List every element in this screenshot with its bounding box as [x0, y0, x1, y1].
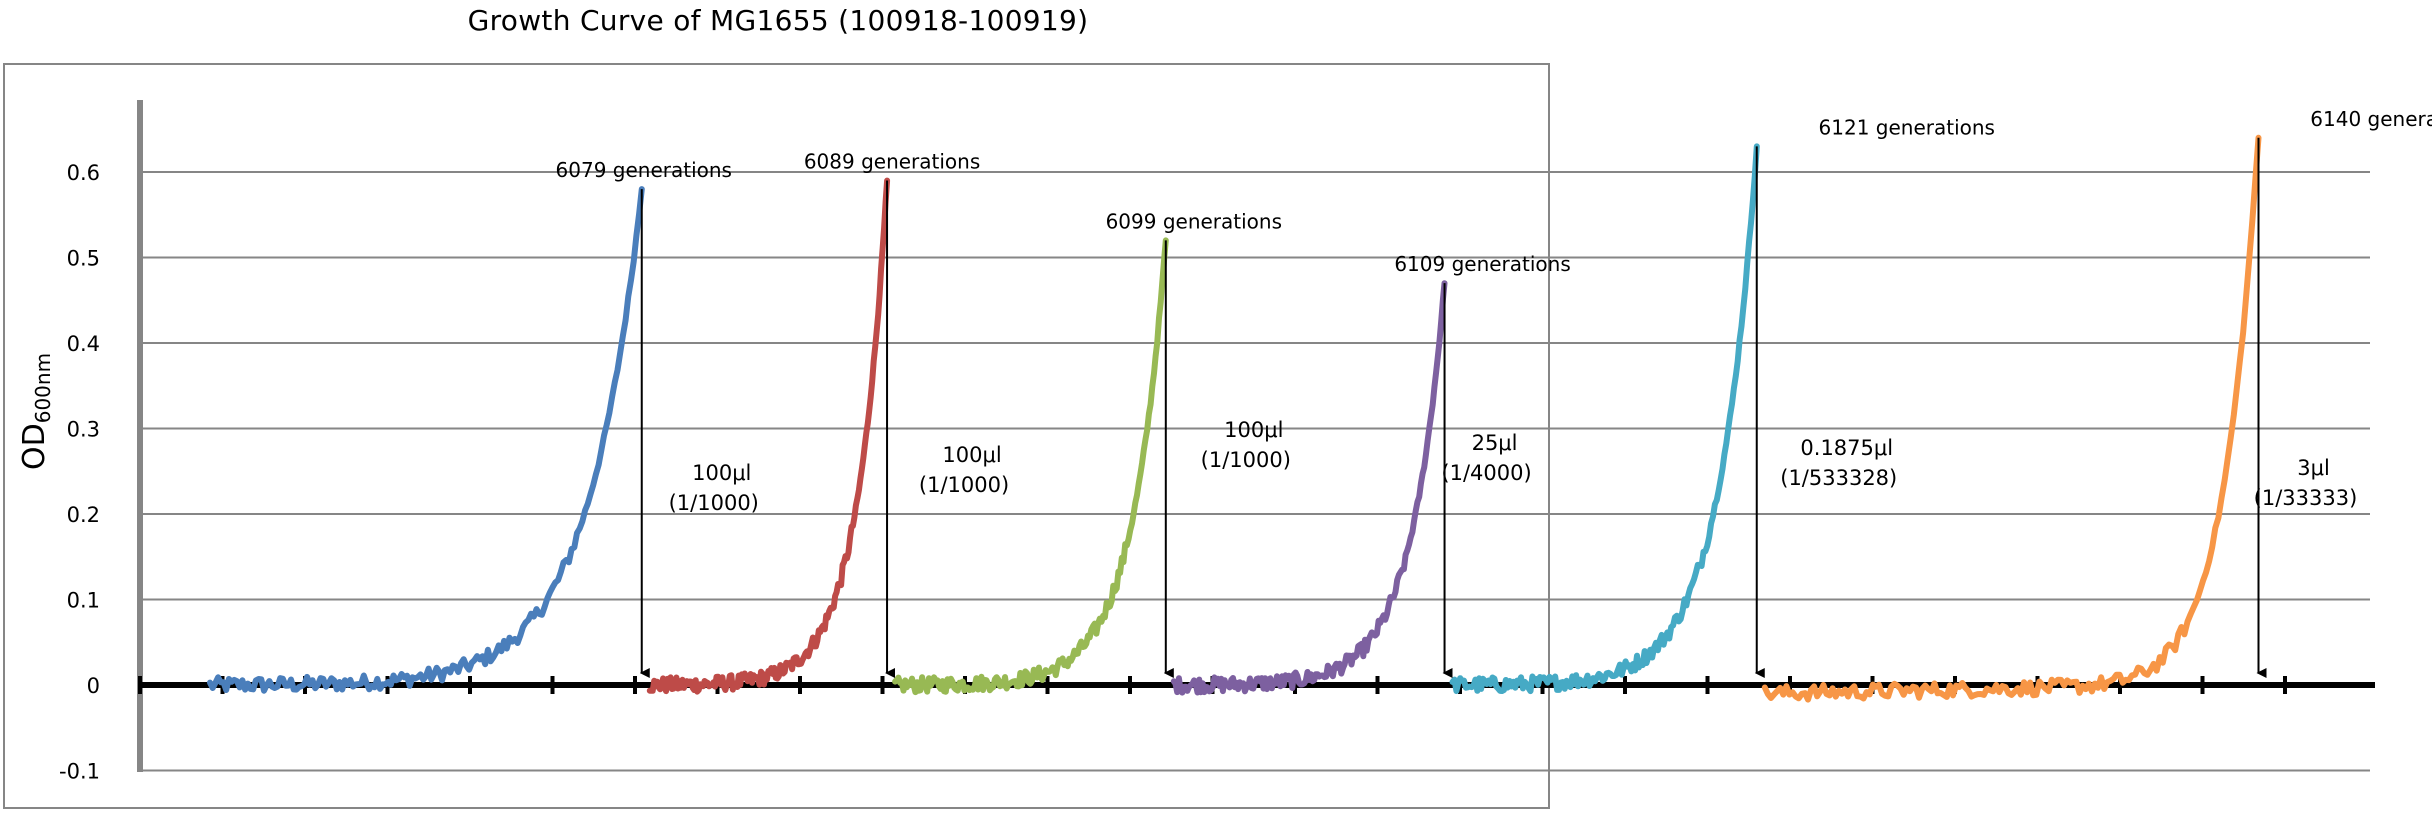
generations-label-3: 6099 generations	[1106, 209, 1282, 233]
dilution-volume-6: 3μl	[2297, 456, 2330, 480]
generations-label-5: 6121 generations	[1819, 115, 1995, 139]
y-axis-label-subscript: 600nm	[31, 353, 55, 423]
data-series	[207, 134, 2262, 703]
dilution-ratio-4: (1/4000)	[1441, 461, 1531, 485]
dilution-volume-3: 100μl	[1224, 418, 1283, 442]
y-tick-label: 0.6	[67, 161, 100, 185]
generations-label-2: 6089 generations	[804, 150, 980, 174]
y-tick-label: 0	[87, 674, 100, 698]
dilution-volume-1: 100μl	[692, 461, 751, 485]
y-tick-label: -0.1	[59, 760, 100, 784]
y-tick-label: 0.5	[67, 247, 100, 271]
dilution-volume-5: 0.1875μl	[1800, 436, 1893, 460]
chart-title: Growth Curve of MG1655 (100918-100919)	[467, 4, 1089, 37]
dilution-ratio-6: (1/33333)	[2254, 486, 2358, 510]
y-tick-label: 0.1	[67, 589, 100, 613]
generations-label-4: 6109 generations	[1394, 252, 1570, 276]
series-line-1	[207, 186, 645, 694]
generations-label-1: 6079 generations	[556, 158, 732, 182]
series-line-4	[1170, 280, 1448, 696]
y-tick-label: 0.2	[67, 503, 100, 527]
dilution-volume-4: 25μl	[1472, 431, 1518, 455]
y-tick-label: 0.3	[67, 418, 100, 442]
generations-label-6: 6140 generations	[2310, 107, 2432, 131]
y-axis: 0.6 0.5 0.4 0.3 0.2 0.1 0 -0.1	[59, 100, 143, 784]
y-axis-label: OD600nm	[17, 353, 55, 470]
y-axis-label-main: OD	[17, 423, 52, 470]
series-line-3	[892, 237, 1169, 696]
dilution-ratio-1: (1/1000)	[669, 491, 759, 515]
dilution-ratio-3: (1/1000)	[1201, 448, 1291, 472]
annotations: 6079 generations 100μl (1/1000) 6089 genera…	[556, 107, 2432, 678]
series-line-5	[1449, 143, 1760, 695]
series-line-2	[646, 177, 891, 695]
y-tick-label: 0.4	[67, 332, 100, 356]
series-line-6	[1761, 134, 2262, 703]
dilution-volume-2: 100μl	[942, 443, 1001, 467]
plot-frame	[3, 63, 1550, 809]
dilution-ratio-5: (1/533328)	[1780, 466, 1897, 490]
dilution-ratio-2: (1/1000)	[919, 473, 1009, 497]
gridlines	[140, 171, 2370, 772]
